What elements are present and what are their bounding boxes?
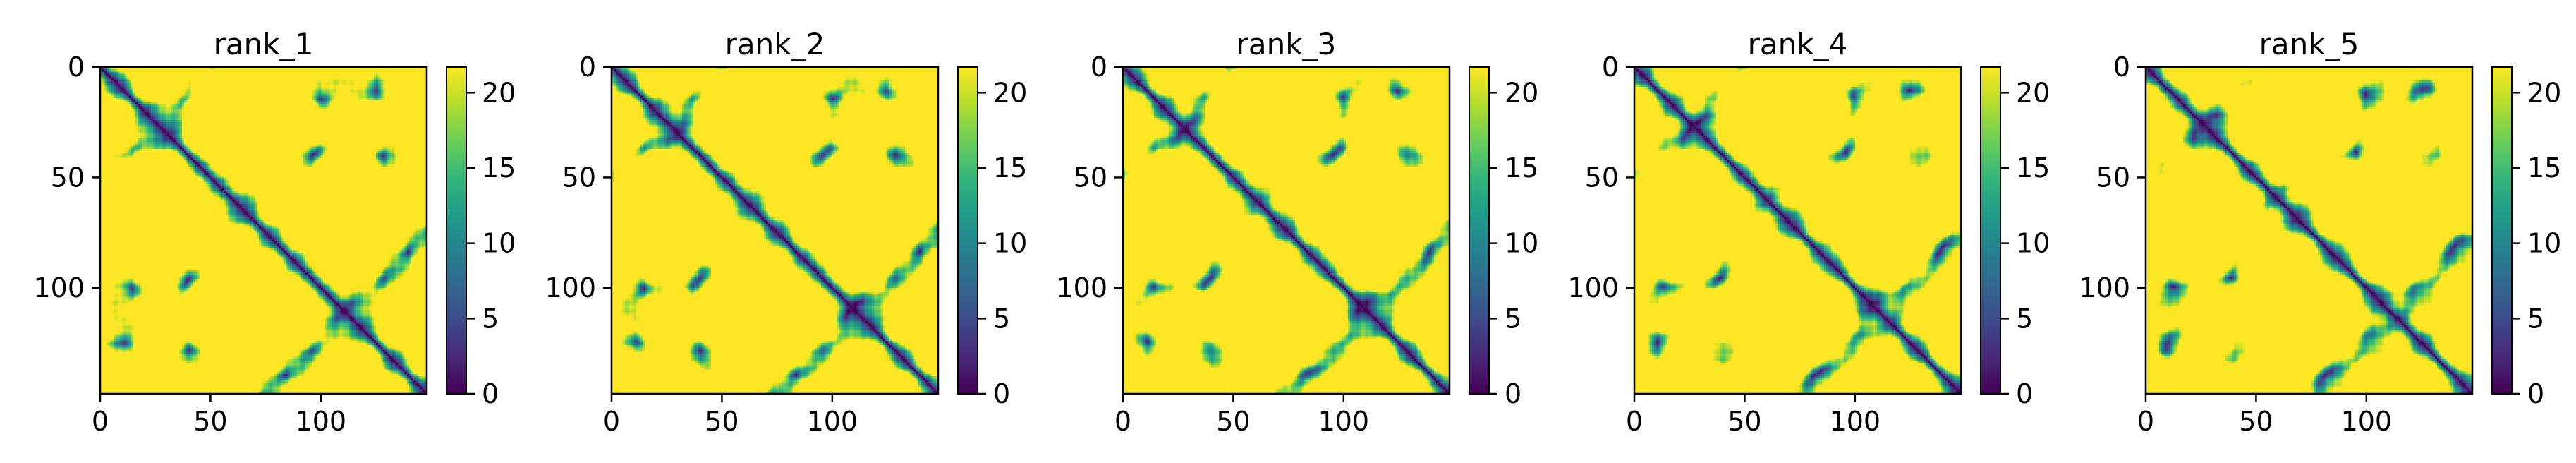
colorbar-tick-label: 5 (2016, 303, 2033, 334)
x-tick-label: 100 (1830, 406, 1881, 437)
y-tick-label: 100 (545, 272, 596, 303)
colorbar-tick-label: 0 (993, 378, 1010, 409)
panel-title: rank_1 (214, 27, 314, 61)
panel-3: rank_3 0 50 100 0 50 100 0 5 10 15 20 (1056, 27, 1538, 437)
colorbar-tick-label: 5 (993, 303, 1010, 334)
colorbar (1469, 67, 1489, 394)
y-tick-label: 0 (1090, 52, 1107, 83)
panel-2: rank_2 0 50 100 0 50 100 0 5 10 15 20 (545, 27, 1027, 437)
colorbar (2492, 67, 2512, 394)
axes-frame (2144, 66, 2474, 395)
axes-frame (1122, 66, 1451, 395)
panel-5: rank_5 0 50 100 0 50 100 0 5 10 15 20 (2079, 27, 2561, 437)
x-tick-label: 50 (705, 406, 739, 437)
x-tick-label: 0 (92, 406, 109, 437)
x-tick-label: 0 (1626, 406, 1643, 437)
colorbar-tick-label: 10 (2016, 228, 2050, 259)
y-tick-label: 50 (51, 162, 85, 193)
x-tick-label: 100 (2341, 406, 2393, 437)
y-tick-label: 100 (33, 272, 85, 303)
y-tick-label: 50 (1074, 162, 1107, 193)
x-tick-label: 50 (193, 406, 227, 437)
colorbar-tick-label: 10 (482, 228, 516, 259)
colorbar-tick-label: 15 (2527, 152, 2561, 184)
x-tick-label: 100 (296, 406, 347, 437)
heatmap-image (100, 67, 427, 394)
colorbar (446, 67, 466, 394)
colorbar-frame (2491, 66, 2513, 395)
x-tick-label: 0 (1114, 406, 1131, 437)
colorbar (1981, 67, 2000, 394)
colorbar-frame (1980, 66, 2001, 395)
colorbar-tick-label: 15 (482, 152, 516, 184)
colorbar-frame (1469, 66, 1490, 395)
heatmap-image (1634, 67, 1961, 394)
panel-title: rank_4 (1748, 27, 1848, 61)
y-tick-label: 0 (579, 52, 596, 83)
panel-title: rank_2 (725, 27, 825, 61)
panel-title: rank_3 (1237, 27, 1337, 61)
colorbar-tick-label: 20 (1505, 77, 1538, 108)
colorbar-tick-label: 15 (1505, 152, 1538, 184)
colorbar (958, 67, 978, 394)
colorbar-tick-label: 10 (2527, 228, 2561, 259)
colorbar-frame (446, 66, 467, 395)
heatmap-image (612, 67, 938, 394)
heatmap-image (1123, 67, 1450, 394)
x-tick-label: 50 (2239, 406, 2273, 437)
colorbar-tick-label: 5 (1505, 303, 1521, 334)
colorbar-frame (957, 66, 978, 395)
colorbar-tick-label: 0 (2527, 378, 2544, 409)
colorbar-tick-label: 15 (2016, 152, 2050, 184)
panel-4: rank_4 0 50 100 0 50 100 0 5 10 15 20 (1567, 27, 2050, 437)
colorbar-tick-label: 0 (482, 378, 499, 409)
y-tick-label: 100 (1567, 272, 1619, 303)
x-tick-label: 50 (1216, 406, 1250, 437)
axes-frame (99, 66, 428, 395)
colorbar-tick-label: 5 (482, 303, 499, 334)
y-tick-label: 100 (1056, 272, 1107, 303)
y-tick-label: 50 (2096, 162, 2130, 193)
colorbar-tick-label: 20 (2016, 77, 2050, 108)
y-tick-label: 100 (2079, 272, 2130, 303)
colorbar-tick-label: 0 (1505, 378, 1521, 409)
colorbar-tick-label: 5 (2527, 303, 2544, 334)
x-tick-label: 0 (603, 406, 620, 437)
x-tick-label: 0 (2137, 406, 2154, 437)
axes-frame (1633, 66, 1962, 395)
colorbar-tick-label: 20 (993, 77, 1027, 108)
colorbar-tick-label: 20 (2527, 77, 2561, 108)
panel-title: rank_5 (2259, 27, 2359, 61)
y-tick-label: 0 (1602, 52, 1619, 83)
colorbar-tick-label: 15 (993, 152, 1027, 184)
y-tick-label: 0 (2113, 52, 2130, 83)
axes-frame (610, 66, 940, 395)
x-tick-label: 100 (1318, 406, 1370, 437)
colorbar-tick-label: 10 (1505, 228, 1538, 259)
heatmap-image (2146, 67, 2472, 394)
colorbar-tick-label: 0 (2016, 378, 2033, 409)
colorbar-tick-label: 10 (993, 228, 1027, 259)
colorbar-tick-label: 20 (482, 77, 516, 108)
y-tick-label: 50 (562, 162, 596, 193)
x-tick-label: 100 (807, 406, 858, 437)
x-tick-label: 50 (1727, 406, 1761, 437)
y-tick-label: 50 (1585, 162, 1619, 193)
panel-1: rank_1 0 50 100 0 50 100 0 5 10 15 20 (33, 27, 516, 437)
y-tick-label: 0 (68, 52, 85, 83)
